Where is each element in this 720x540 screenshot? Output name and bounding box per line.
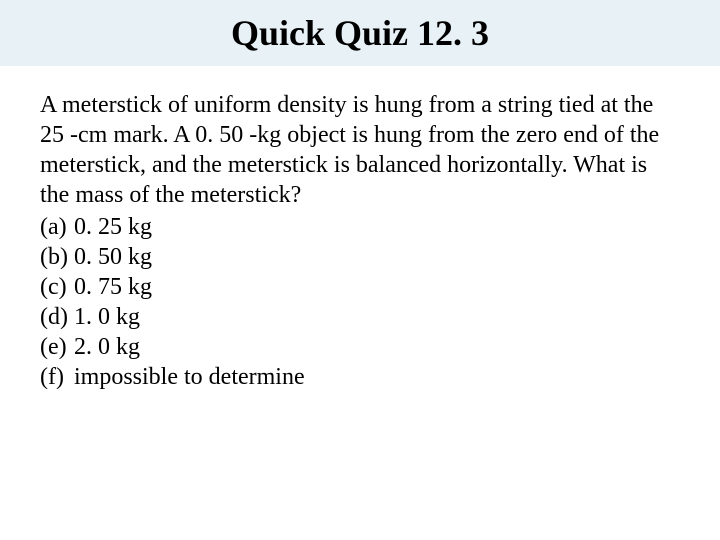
- question-text: A meterstick of uniform density is hung …: [40, 90, 680, 210]
- option-c: (c)0. 75 kg: [40, 272, 680, 302]
- option-text: 0. 75 kg: [74, 274, 152, 300]
- option-text: 2. 0 kg: [74, 334, 140, 360]
- option-label: (c): [40, 272, 74, 302]
- option-e: (e)2. 0 kg: [40, 332, 680, 362]
- option-text: 0. 50 kg: [74, 244, 152, 270]
- option-text: impossible to determine: [74, 364, 305, 390]
- option-b: (b)0. 50 kg: [40, 242, 680, 272]
- option-label: (d): [40, 302, 74, 332]
- option-d: (d)1. 0 kg: [40, 302, 680, 332]
- option-label: (e): [40, 332, 74, 362]
- option-label: (b): [40, 242, 74, 272]
- option-label: (a): [40, 212, 74, 242]
- title-bar: Quick Quiz 12. 3: [0, 0, 720, 66]
- option-text: 1. 0 kg: [74, 304, 140, 330]
- option-text: 0. 25 kg: [74, 214, 152, 240]
- options-list: (a)0. 25 kg (b)0. 50 kg (c)0. 75 kg (d)1…: [40, 212, 680, 392]
- option-a: (a)0. 25 kg: [40, 212, 680, 242]
- content-area: A meterstick of uniform density is hung …: [0, 66, 720, 392]
- option-f: (f)impossible to determine: [40, 362, 680, 392]
- option-label: (f): [40, 362, 74, 392]
- page-title: Quick Quiz 12. 3: [0, 12, 720, 54]
